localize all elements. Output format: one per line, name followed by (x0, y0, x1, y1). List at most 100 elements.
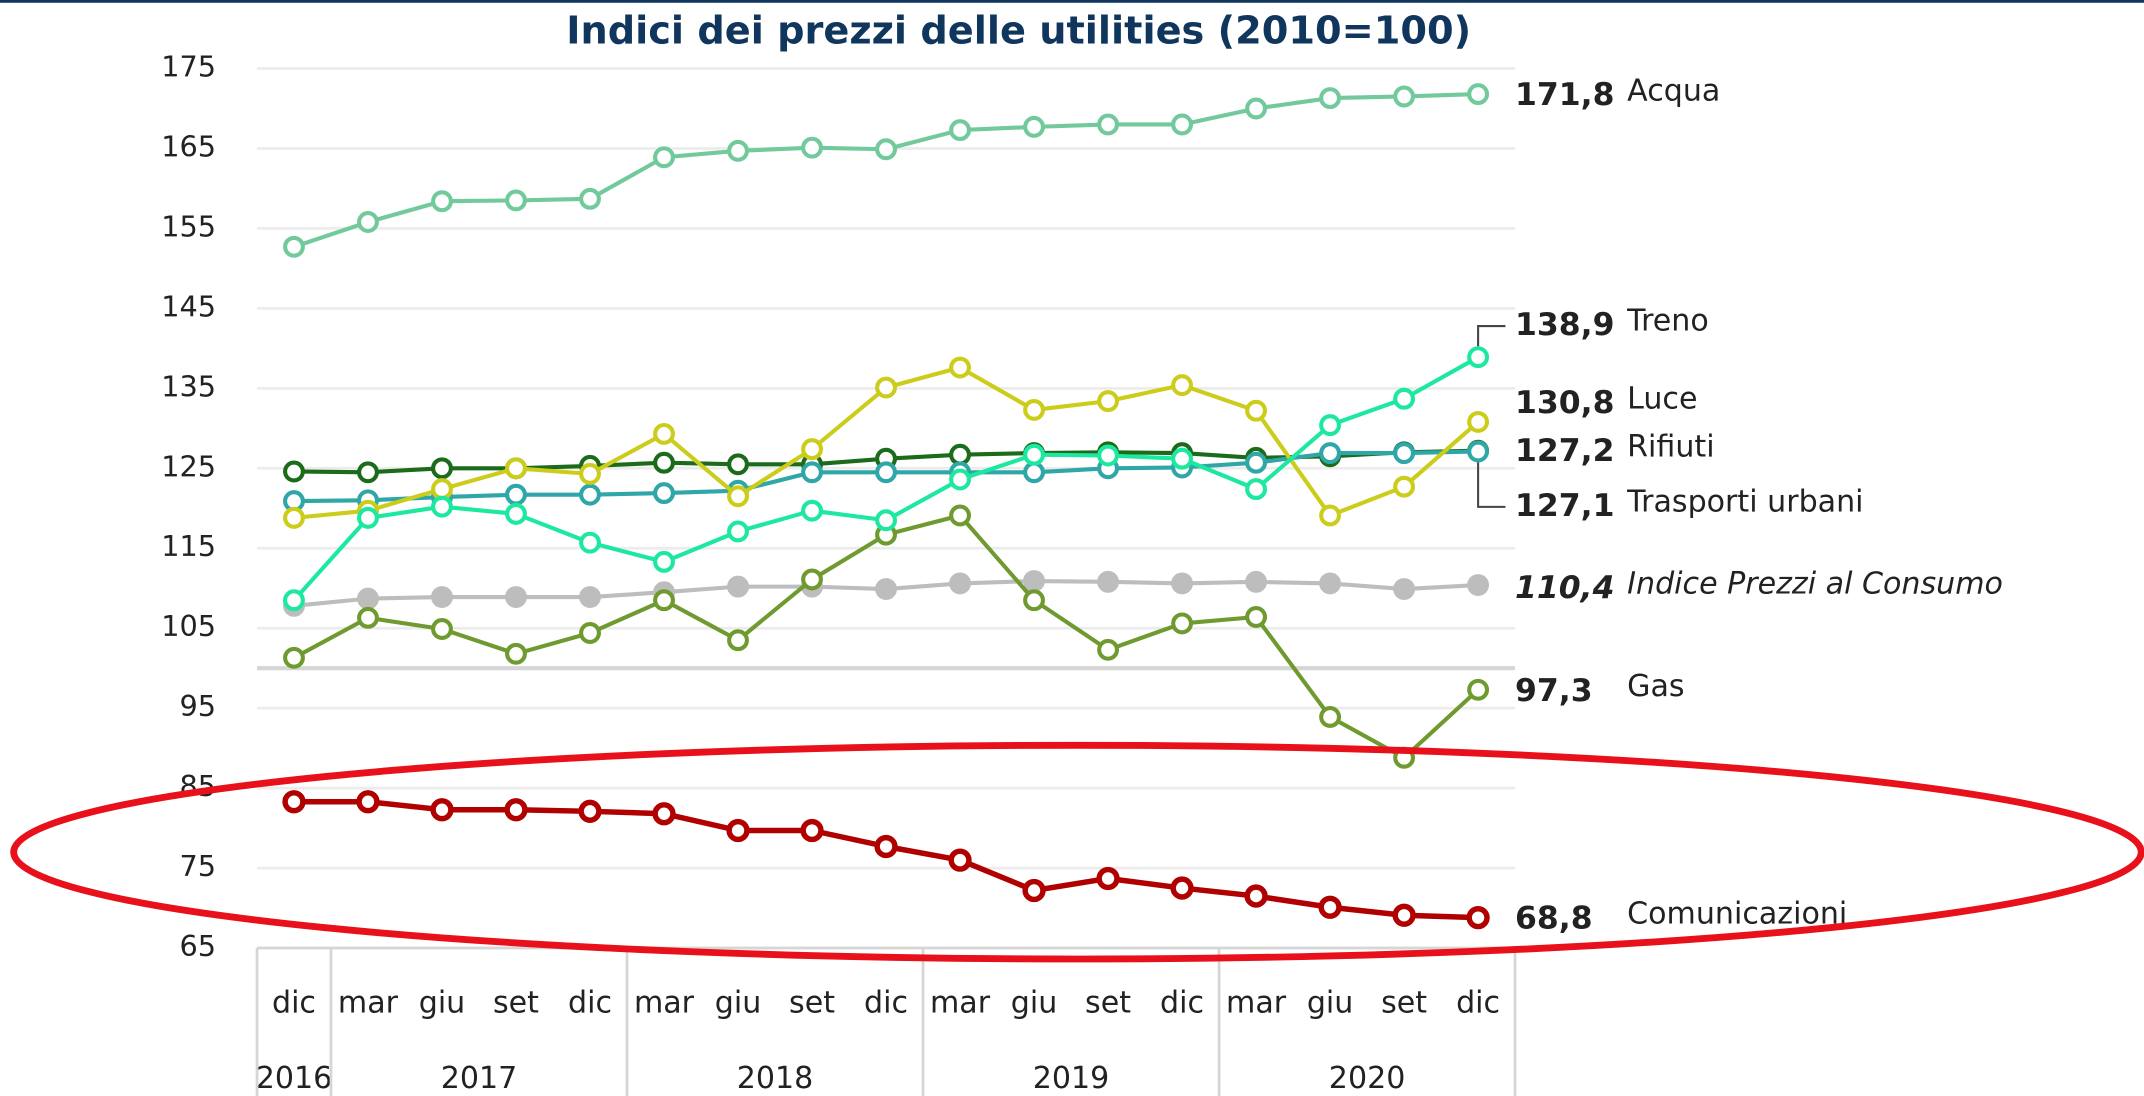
series-label: Trasporti urbani (1626, 484, 1863, 519)
marker (1245, 97, 1268, 120)
marker (1319, 706, 1342, 728)
marker (949, 356, 971, 379)
marker (1245, 451, 1268, 474)
marker (1023, 115, 1045, 138)
y-tick-label: 175 (161, 49, 216, 83)
marker (1467, 574, 1490, 596)
marker (727, 139, 749, 162)
marker (800, 818, 824, 843)
marker (357, 461, 379, 484)
x-tick-label: dic (272, 986, 316, 1021)
marker (357, 211, 379, 233)
marker (1467, 83, 1490, 106)
x-tick-label: mar (338, 986, 399, 1021)
y-tick-label: 125 (161, 449, 216, 483)
end-value-label: 68,8 (1515, 900, 1593, 936)
x-tick-label: dic (864, 986, 908, 1021)
marker (1245, 606, 1268, 628)
y-tick-label: 85 (179, 769, 216, 803)
y-tick-label: 95 (179, 689, 216, 723)
marker (504, 798, 528, 822)
x-tick-label: set (1085, 986, 1131, 1021)
marker (357, 587, 379, 610)
marker (653, 482, 675, 505)
marker (1393, 475, 1416, 498)
marker (283, 460, 305, 483)
marker (875, 376, 897, 399)
marker (949, 119, 971, 142)
marker (875, 138, 897, 161)
plot (282, 83, 1490, 930)
x-tick-label: giu (1011, 986, 1058, 1021)
marker (653, 589, 675, 612)
marker (1245, 478, 1268, 501)
marker (1097, 390, 1120, 413)
marker (1467, 678, 1490, 701)
marker (579, 586, 601, 608)
marker (801, 438, 823, 461)
marker (282, 790, 306, 814)
marker (431, 586, 453, 608)
end-value-label: 130,8 (1515, 385, 1614, 421)
x-tick-label: mar (1226, 986, 1287, 1021)
x-tick-label: giu (1307, 986, 1354, 1021)
leader-line (1477, 462, 1506, 508)
year-label: 2016 (256, 1061, 333, 1096)
marker (579, 187, 601, 210)
marker (1319, 87, 1342, 110)
marker (727, 453, 749, 476)
series-line (293, 92, 1479, 249)
marker (505, 457, 527, 480)
series-label: Acqua (1627, 73, 1720, 108)
marker (1467, 440, 1490, 463)
x-tick-label: dic (568, 986, 612, 1021)
y-tick-label: 105 (161, 609, 216, 643)
marker (431, 495, 453, 518)
marker (505, 642, 527, 665)
marker (1097, 570, 1120, 593)
marker (1096, 866, 1120, 891)
marker (579, 622, 601, 644)
marker (505, 189, 527, 212)
marker (875, 509, 897, 532)
marker (357, 506, 379, 529)
marker (283, 506, 305, 529)
marker (1318, 895, 1342, 919)
marker (949, 443, 971, 466)
series-label: Indice Prezzi al Consumo (1627, 566, 2003, 601)
series-line (293, 798, 1479, 921)
marker (430, 798, 454, 822)
y-tick-label: 135 (161, 369, 216, 403)
marker (356, 790, 380, 814)
marker (431, 190, 453, 213)
year-label: 2019 (1033, 1061, 1110, 1096)
marker (505, 483, 527, 506)
year-label: 2020 (1329, 1061, 1406, 1096)
marker (1023, 398, 1045, 421)
marker (1171, 113, 1194, 136)
marker (1319, 572, 1342, 595)
y-tick-label: 145 (161, 289, 216, 323)
marker (653, 146, 675, 169)
marker (579, 483, 601, 506)
marker (727, 520, 749, 543)
marker (357, 606, 379, 629)
marker (505, 586, 527, 608)
x-tick-label: set (493, 986, 539, 1021)
x-tick-label: set (1381, 986, 1427, 1021)
marker (1097, 638, 1120, 661)
end-value-label: 110,4 (1515, 570, 1614, 606)
marker (1171, 612, 1194, 635)
y-tick-label: 165 (161, 129, 216, 163)
marker (431, 457, 453, 480)
series-label: Luce (1627, 382, 1697, 417)
marker (1171, 447, 1194, 470)
marker (1023, 461, 1045, 484)
chart-title: Indici dei prezzi delle utilities (2010=… (566, 8, 1471, 53)
marker (1097, 444, 1120, 467)
marker (653, 550, 675, 573)
end-value-label: 171,8 (1515, 77, 1614, 113)
